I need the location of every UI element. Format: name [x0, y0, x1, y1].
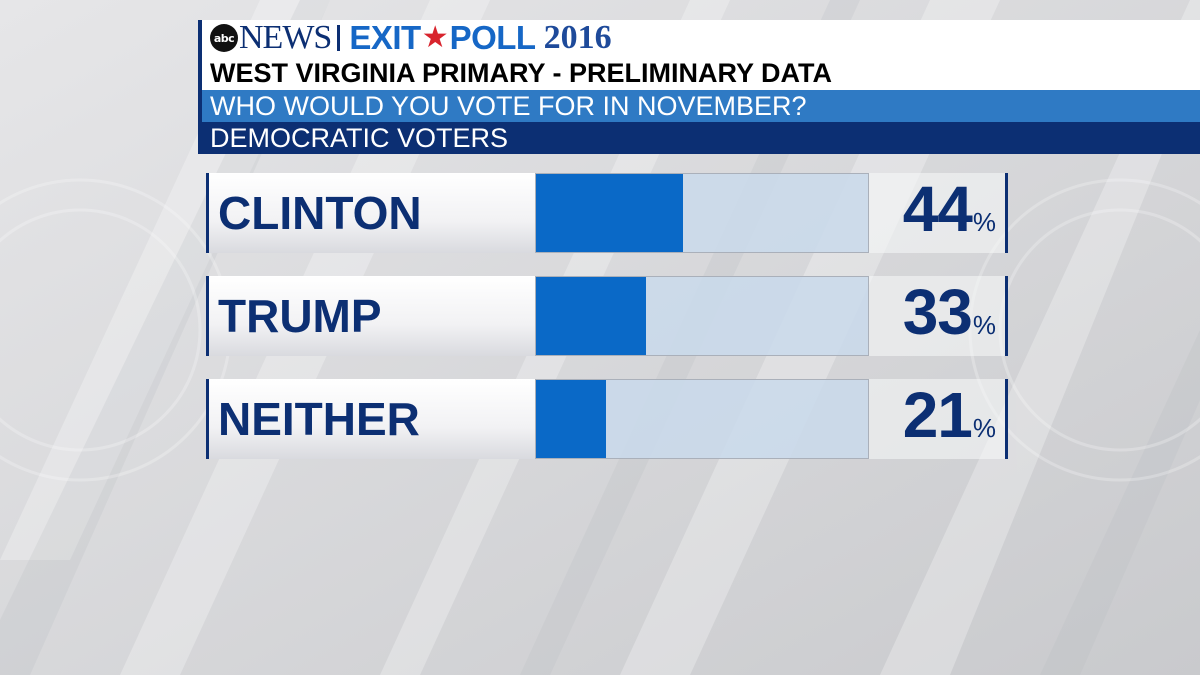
bar-value-percent: %	[972, 413, 996, 443]
bar-value-rule	[1005, 276, 1008, 356]
bar-value-percent: %	[972, 207, 996, 237]
bar-row-accent	[206, 173, 209, 253]
bar-row: CLINTON 44%	[206, 173, 1008, 253]
bar-row: NEITHER 21%	[206, 379, 1008, 459]
bar-value-number: 33	[902, 276, 973, 348]
bar-value-percent: %	[972, 310, 996, 340]
news-wordmark: NEWS	[239, 19, 332, 56]
bar-track	[535, 276, 869, 356]
header-accent-rule	[198, 20, 202, 154]
voter-group: DEMOCRATIC VOTERS	[202, 122, 1200, 154]
bar-value-label: 33%	[903, 280, 996, 344]
bar-value-rule	[1005, 173, 1008, 253]
bar-value-rule	[1005, 379, 1008, 459]
bar-value-label: 21%	[903, 383, 996, 447]
bar-value-label: 44%	[903, 177, 996, 241]
bar-category-label: NEITHER	[209, 379, 535, 459]
bar	[536, 174, 683, 252]
bar-value-box: 44%	[869, 173, 1008, 253]
bar-track	[535, 379, 869, 459]
bar-category-label: TRUMP	[209, 276, 535, 356]
bar	[536, 380, 606, 458]
star-icon: ★	[421, 21, 449, 54]
bar	[536, 277, 646, 355]
poll-wordmark: POLL	[449, 19, 537, 56]
poll-question: WHO WOULD YOU VOTE FOR IN NOVEMBER?	[202, 90, 1200, 122]
brand-separator	[337, 25, 341, 51]
exit-wordmark: EXIT	[349, 19, 421, 56]
bar-row: TRUMP 33%	[206, 276, 1008, 356]
brand-row: abc NEWS EXIT ★ POLL 2016	[202, 20, 1200, 56]
bar-track	[535, 173, 869, 253]
bar-category-label: CLINTON	[209, 173, 535, 253]
bar-value-number: 21	[902, 379, 973, 451]
bar-row-accent	[206, 379, 209, 459]
bar-value-number: 44	[902, 173, 973, 245]
bar-value-box: 33%	[869, 276, 1008, 356]
bar-row-accent	[206, 276, 209, 356]
graphic-header: abc NEWS EXIT ★ POLL 2016 WEST VIRGINIA …	[198, 20, 1200, 154]
bar-value-box: 21%	[869, 379, 1008, 459]
abc-logo-text: abc	[213, 31, 235, 45]
poll-title: WEST VIRGINIA PRIMARY - PRELIMINARY DATA	[202, 56, 1200, 90]
abc-logo-icon: abc	[210, 24, 238, 52]
year-label: 2016	[543, 19, 612, 56]
